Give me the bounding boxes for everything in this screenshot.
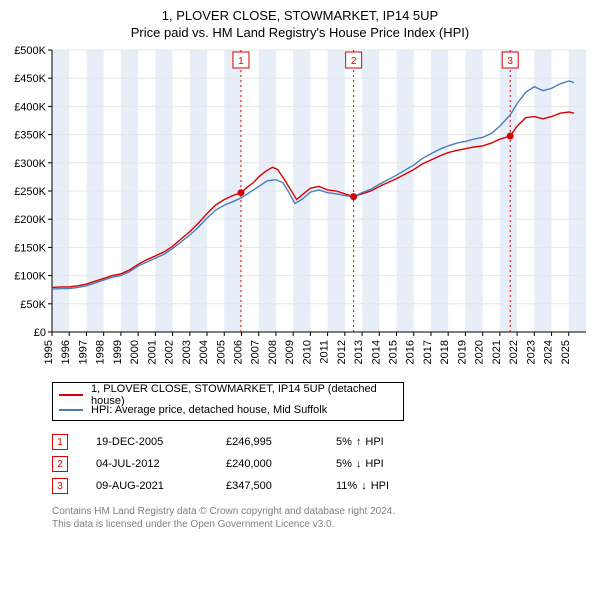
- x-tick-label: 1996: [60, 340, 72, 364]
- x-tick-label: 2001: [146, 340, 158, 364]
- legend-swatch: [59, 394, 83, 396]
- sale-row: 3 09-AUG-2021£347,50011%↓HPI: [52, 475, 592, 497]
- y-tick-label: £400K: [14, 101, 46, 113]
- y-tick-label: £350K: [14, 130, 46, 142]
- sale-date: 19-DEC-2005: [96, 436, 226, 448]
- chart-svg: £0 £50K £100K £150K £200K £250K £300K £350K £400…: [8, 46, 592, 376]
- y-tick-label: £450K: [14, 73, 46, 85]
- x-tick-label: 2019: [456, 340, 468, 364]
- sale-price: £240,000: [226, 458, 336, 470]
- y-tick-label: £50K: [20, 299, 46, 311]
- x-tick-label: 1999: [112, 340, 124, 364]
- sale-price: £246,995: [226, 436, 336, 448]
- x-tick-label: 2016: [405, 340, 417, 364]
- x-tick-label: 2024: [543, 340, 555, 364]
- x-tick-label: 2022: [508, 340, 520, 364]
- footer-line2: This data is licensed under the Open Gov…: [52, 518, 592, 531]
- y-tick-label: £300K: [14, 158, 46, 170]
- legend-item: 1, PLOVER CLOSE, STOWMARKET, IP14 5UP (d…: [59, 387, 397, 402]
- sales-table: 1 19-DEC-2005£246,9955%↑HPI 2 04-JUL-2012£2…: [52, 431, 592, 497]
- y-tick-label: £200K: [14, 214, 46, 226]
- sale-hpi-delta: 11%↓HPI: [336, 480, 389, 492]
- x-tick-label: 2003: [181, 340, 193, 364]
- sale-marker-dot: [237, 189, 244, 196]
- x-tick-label: 2020: [474, 340, 486, 364]
- x-tick-label: 2008: [267, 340, 279, 364]
- sale-price: £347,500: [226, 480, 336, 492]
- sale-marker-num: 1: [238, 56, 244, 67]
- sale-hpi-delta: 5%↓HPI: [336, 458, 384, 470]
- x-tick-label: 2021: [491, 340, 503, 364]
- x-tick-label: 2010: [301, 340, 313, 364]
- y-tick-label: £0: [34, 327, 46, 339]
- y-tick-label: £250K: [14, 186, 46, 198]
- x-tick-label: 2005: [215, 340, 227, 364]
- x-tick-label: 2013: [353, 340, 365, 364]
- x-tick-label: 2025: [560, 340, 572, 364]
- x-tick-label: 1995: [43, 340, 55, 364]
- footer-line1: Contains HM Land Registry data © Crown c…: [52, 505, 592, 518]
- legend-label: HPI: Average price, detached house, Mid …: [91, 404, 327, 416]
- chart-title-sub: Price paid vs. HM Land Registry's House …: [8, 25, 592, 40]
- legend: 1, PLOVER CLOSE, STOWMARKET, IP14 5UP (d…: [52, 382, 404, 421]
- arrow-icon: ↑: [356, 436, 362, 448]
- sale-row: 1 19-DEC-2005£246,9955%↑HPI: [52, 431, 592, 453]
- y-tick-label: £150K: [14, 242, 46, 254]
- x-tick-label: 2007: [250, 340, 262, 364]
- sale-hpi-delta: 5%↑HPI: [336, 436, 384, 448]
- x-tick-label: 2011: [319, 340, 331, 364]
- y-tick-label: £500K: [14, 46, 46, 57]
- x-tick-label: 2023: [525, 340, 537, 364]
- sale-date: 04-JUL-2012: [96, 458, 226, 470]
- x-tick-label: 2004: [198, 340, 210, 364]
- arrow-icon: ↓: [361, 480, 367, 492]
- arrow-icon: ↓: [356, 458, 362, 470]
- x-tick-label: 2000: [129, 340, 141, 364]
- sale-num-box: 3: [52, 478, 68, 494]
- sale-row: 2 04-JUL-2012£240,0005%↓HPI: [52, 453, 592, 475]
- x-tick-label: 2006: [232, 340, 244, 364]
- x-tick-label: 2015: [388, 340, 400, 364]
- sale-num-box: 1: [52, 434, 68, 450]
- y-tick-label: £100K: [14, 271, 46, 283]
- sale-marker-dot: [350, 193, 357, 200]
- sale-marker-num: 2: [351, 56, 357, 67]
- x-tick-label: 1997: [77, 340, 89, 364]
- x-tick-label: 2018: [439, 340, 451, 364]
- sale-marker-dot: [507, 133, 514, 140]
- legend-swatch: [59, 409, 83, 411]
- x-tick-label: 2012: [336, 340, 348, 364]
- chart-title-address: 1, PLOVER CLOSE, STOWMARKET, IP14 5UP: [8, 8, 592, 23]
- sale-date: 09-AUG-2021: [96, 480, 226, 492]
- sale-num-box: 2: [52, 456, 68, 472]
- x-tick-label: 2009: [284, 340, 296, 364]
- chart-container: 1, PLOVER CLOSE, STOWMARKET, IP14 5UP Pr…: [0, 0, 600, 535]
- footer-attribution: Contains HM Land Registry data © Crown c…: [52, 505, 592, 531]
- x-tick-label: 2014: [370, 340, 382, 364]
- x-tick-label: 2002: [164, 340, 176, 364]
- plot-area: £0 £50K £100K £150K £200K £250K £300K £350K £400…: [8, 46, 592, 376]
- x-tick-label: 1998: [95, 340, 107, 364]
- sale-marker-num: 3: [507, 56, 513, 67]
- x-tick-label: 2017: [422, 340, 434, 364]
